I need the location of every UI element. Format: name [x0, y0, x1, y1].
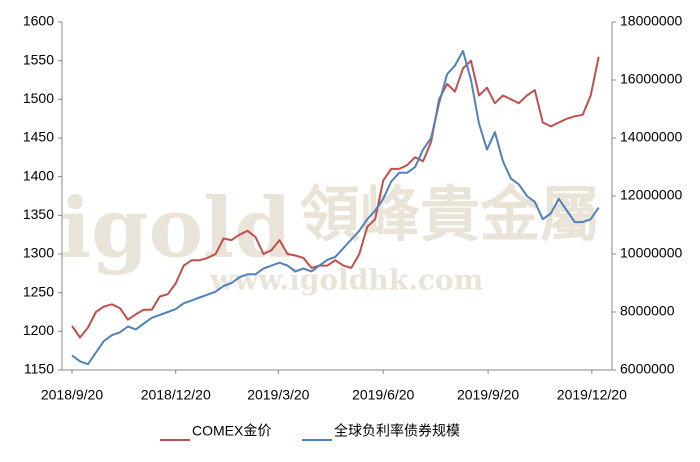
y-tick-label: 1450	[23, 129, 54, 145]
series-line	[71, 50, 600, 366]
y-tick-label: 1400	[23, 167, 54, 183]
x-tick-label: 2018/9/20	[41, 387, 103, 403]
y-tick-label: 1600	[23, 13, 54, 29]
y-tick-label: 1500	[23, 90, 54, 106]
y2-tick-label: 6000000	[620, 361, 675, 377]
series-line	[71, 56, 600, 339]
y2-tick-label: 16000000	[620, 71, 683, 87]
y-tick-label: 1350	[23, 206, 54, 222]
y-tick-label: 1300	[23, 245, 54, 261]
legend-label: 全球负利率债券规模	[334, 423, 460, 439]
y-tick-label: 1550	[23, 51, 54, 67]
watermark: www.igoldhk.com	[209, 264, 483, 297]
x-tick-label: 2019/6/20	[352, 387, 414, 403]
x-tick-label: 2019/9/20	[457, 387, 519, 403]
watermark: igold	[60, 180, 292, 276]
legend-label: COMEX金价	[192, 423, 271, 439]
y2-tick-label: 12000000	[620, 187, 683, 203]
x-tick-label: 2018/12/20	[141, 387, 211, 403]
x-tick-label: 2019/12/20	[557, 387, 627, 403]
y-tick-label: 1200	[23, 322, 54, 338]
watermark: 領峰貴金屬	[300, 181, 600, 251]
y-tick-label: 1250	[23, 283, 54, 299]
y-tick-label: 1150	[24, 361, 54, 377]
x-tick-label: 2019/3/20	[247, 387, 309, 403]
y2-tick-label: 14000000	[620, 129, 683, 145]
y2-tick-label: 8000000	[620, 303, 675, 319]
y2-tick-label: 18000000	[620, 13, 683, 29]
y2-tick-label: 10000000	[620, 245, 683, 261]
